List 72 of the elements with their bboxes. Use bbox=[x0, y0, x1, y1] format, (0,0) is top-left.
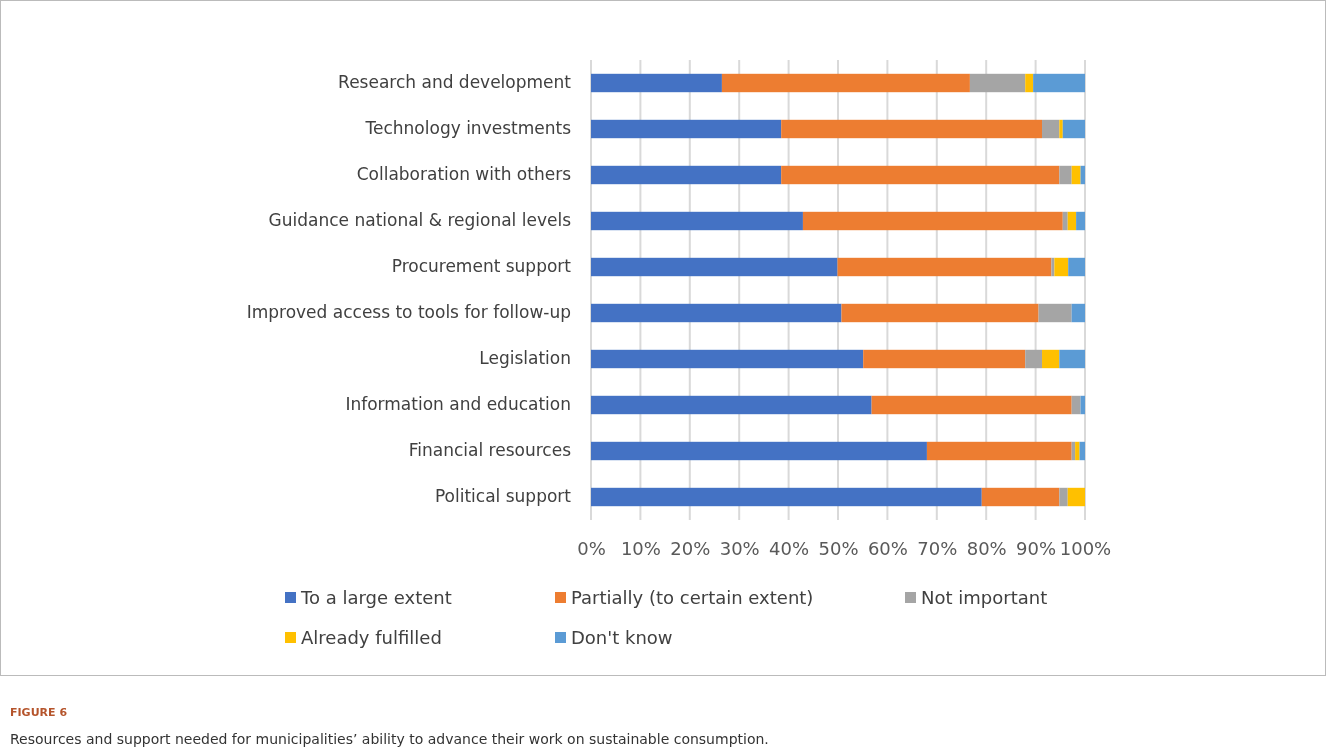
bar bbox=[1051, 257, 1055, 277]
x-tick-label: 40% bbox=[769, 537, 810, 559]
bar bbox=[1038, 303, 1072, 323]
bar bbox=[591, 165, 782, 185]
bar bbox=[591, 73, 722, 93]
y-tick-label: Financial resources bbox=[408, 440, 572, 461]
y-tick-label: Legislation bbox=[479, 348, 571, 369]
bar bbox=[1067, 487, 1085, 507]
x-tick-label: 80% bbox=[966, 537, 1007, 559]
bar bbox=[1025, 73, 1034, 93]
bar bbox=[1062, 211, 1068, 231]
y-tick-label: Research and development bbox=[338, 72, 572, 93]
bar bbox=[1059, 487, 1068, 507]
legend-label: Don't know bbox=[571, 627, 673, 649]
legend-label: Not important bbox=[921, 587, 1048, 609]
legend-label: Partially (to certain extent) bbox=[571, 587, 814, 609]
bar bbox=[591, 487, 982, 507]
bar bbox=[871, 395, 1072, 415]
bar bbox=[1059, 119, 1063, 139]
bar bbox=[781, 119, 1043, 139]
bar bbox=[1071, 395, 1081, 415]
x-tick-label: 30% bbox=[719, 537, 760, 559]
bar bbox=[981, 487, 1060, 507]
bar bbox=[591, 303, 842, 323]
text: Resources and support needed for municipalities’ ability to advance their work on sustainable consumption. bbox=[10, 731, 769, 747]
bar bbox=[591, 349, 864, 369]
bar bbox=[1042, 349, 1060, 369]
bar bbox=[1059, 165, 1072, 185]
bar bbox=[969, 73, 1026, 93]
bar bbox=[591, 441, 927, 461]
bar bbox=[926, 441, 1072, 461]
bar bbox=[837, 257, 1052, 277]
bar bbox=[1054, 257, 1069, 277]
x-tick-label: 100% bbox=[1059, 537, 1112, 559]
x-tick-label: 70% bbox=[917, 537, 958, 559]
bar bbox=[1068, 257, 1085, 277]
bar bbox=[591, 119, 782, 139]
caption: FIGURE 6 bbox=[10, 706, 68, 719]
bar bbox=[863, 349, 1026, 369]
x-tick-label: 60% bbox=[867, 537, 908, 559]
bar bbox=[1062, 119, 1085, 139]
bar bbox=[591, 395, 872, 415]
x-tick-label: 10% bbox=[620, 537, 661, 559]
y-tick-label: Information and education bbox=[345, 394, 571, 415]
bar bbox=[841, 303, 1039, 323]
bar bbox=[1042, 119, 1060, 139]
bar bbox=[721, 73, 970, 93]
x-tick-label: 20% bbox=[670, 537, 711, 559]
legend-label: To a large extent bbox=[300, 587, 452, 609]
bar bbox=[1025, 349, 1043, 369]
bar bbox=[1059, 349, 1085, 369]
bar bbox=[802, 211, 1063, 231]
y-tick-label: Improved access to tools for follow-up bbox=[246, 302, 571, 323]
legend-label: Already fulfilled bbox=[301, 627, 442, 649]
bar bbox=[1076, 211, 1085, 231]
y-tick-label: Guidance national & regional levels bbox=[268, 210, 572, 231]
bar bbox=[1071, 165, 1081, 185]
bar bbox=[1071, 303, 1085, 323]
y-tick-label: Procurement support bbox=[391, 256, 572, 277]
x-tick-label: 50% bbox=[818, 537, 859, 559]
bar bbox=[1075, 441, 1080, 461]
bar bbox=[591, 257, 838, 277]
bar bbox=[591, 211, 803, 231]
x-tick-label: 90% bbox=[1016, 537, 1057, 559]
y-tick-label: Technology investments bbox=[364, 118, 572, 139]
y-tick-label: Collaboration with others bbox=[356, 164, 572, 185]
y-tick-label: Political support bbox=[434, 486, 572, 507]
bar bbox=[1079, 441, 1085, 461]
bar bbox=[1033, 73, 1085, 93]
x-tick-label: 0% bbox=[577, 537, 606, 559]
bar bbox=[781, 165, 1060, 185]
bar bbox=[1067, 211, 1077, 231]
